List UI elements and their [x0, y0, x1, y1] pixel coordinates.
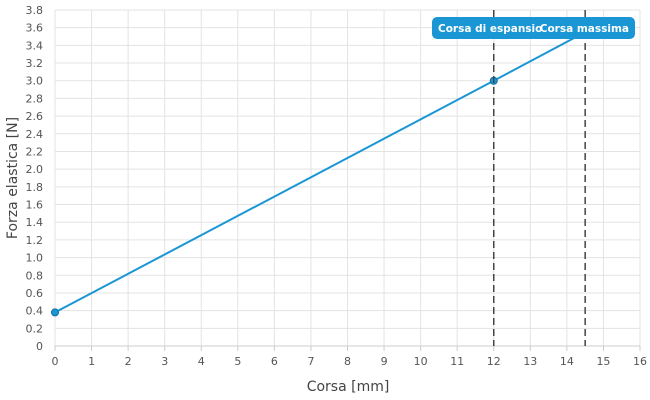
y-tick-label: 3.0	[26, 75, 44, 88]
x-tick-label: 6	[271, 355, 278, 368]
axes: 0 1 2 3 4 5 6 7 8 9 10 11 12 13 14 15 1600.20.40.60.81.0…	[26, 4, 648, 368]
y-tick-label: 3.6	[26, 22, 44, 35]
y-tick-label: 1.6	[26, 199, 44, 212]
x-tick-label: 14	[560, 355, 574, 368]
y-tick-label: 1.8	[26, 181, 44, 194]
annotation-label: Corsa di espansio	[438, 23, 542, 35]
x-tick-label: 10	[414, 355, 428, 368]
x-tick-label: 8	[344, 355, 351, 368]
y-tick-label: 2.0	[26, 163, 44, 176]
x-tick-label: 16	[633, 355, 647, 368]
y-tick-label: 0.6	[26, 287, 44, 300]
x-tick-label: 4	[198, 355, 205, 368]
series	[51, 31, 586, 317]
x-tick-label: 13	[523, 355, 537, 368]
x-tick-label: 7	[307, 355, 314, 368]
x-tick-label: 9	[381, 355, 388, 368]
x-tick-label: 1	[88, 355, 95, 368]
y-axis-title: Forza elastica [N]	[5, 117, 21, 239]
y-tick-label: 3.4	[26, 39, 44, 52]
y-tick-label: 1.2	[26, 234, 44, 247]
y-tick-label: 1.4	[26, 216, 44, 229]
y-tick-label: 0.4	[26, 305, 44, 318]
x-tick-label: 2	[125, 355, 132, 368]
y-tick-label: 1.0	[26, 252, 44, 265]
y-tick-label: 2.6	[26, 110, 44, 123]
grid	[54, 9, 641, 347]
y-tick-label: 2.8	[26, 92, 44, 105]
x-tick-label: 0	[52, 355, 59, 368]
y-tick-label: 2.4	[26, 128, 44, 141]
annotation-badge	[432, 17, 635, 39]
y-tick-label: 3.2	[26, 57, 44, 70]
data-point[interactable]	[51, 308, 59, 317]
x-axis-title: Corsa [mm]	[307, 379, 390, 395]
y-tick-label: 2.2	[26, 145, 44, 158]
y-tick-label: 0.2	[26, 322, 44, 335]
y-tick-label: 0	[36, 340, 43, 353]
y-tick-label: 0.8	[26, 269, 44, 282]
x-tick-label: 11	[450, 355, 464, 368]
x-tick-label: 12	[487, 355, 501, 368]
x-tick-label: 3	[161, 355, 168, 368]
y-tick-label: 3.8	[26, 4, 44, 17]
series-line	[54, 31, 586, 314]
annotation-label: Corsa massima	[540, 23, 629, 35]
x-tick-label: 5	[234, 355, 241, 368]
x-tick-label: 15	[596, 355, 610, 368]
